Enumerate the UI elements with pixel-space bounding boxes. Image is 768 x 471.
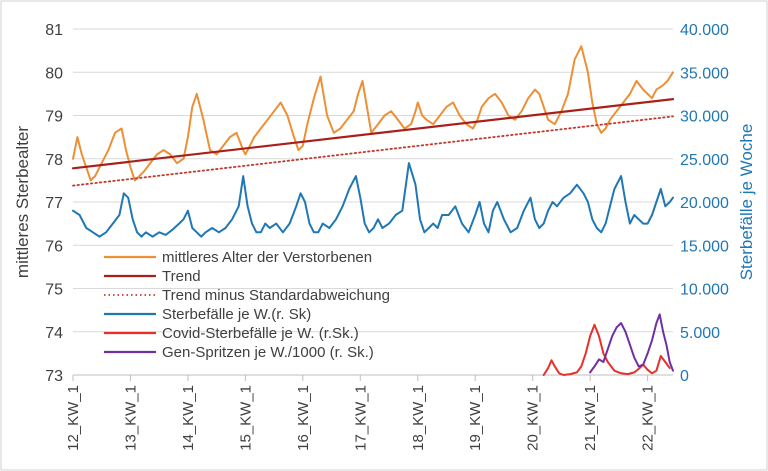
legend-label: Trend minus Standardabweichung — [162, 287, 390, 304]
x-tick-label: 18_KW_1 — [410, 385, 427, 451]
x-tick-label: 16_KW_1 — [295, 385, 312, 451]
gridlines — [73, 28, 673, 376]
series-line-1 — [71, 97, 675, 170]
x-tick-label: 15_KW_1 — [237, 385, 254, 451]
y-right-tick-label: 10.000 — [680, 282, 729, 299]
x-tick-label: 17_KW_1 — [352, 385, 369, 451]
legend: mittleres Alter der Verstorbenen Trend Tre… — [104, 249, 390, 361]
legend-label: Covid-Sterbefälle je W. (r.Sk.) — [162, 325, 359, 342]
y-left-tick-label: 75 — [45, 282, 63, 299]
y-left-tick-label: 80 — [45, 65, 63, 82]
x-axis-ticks: 12_KW_1 13_KW_1 14_KW_1 15_KW_1 16_KW_1 17_KW… — [65, 374, 673, 451]
left-axis-ticks: 73 74 75 76 77 78 79 80 81 — [45, 22, 63, 385]
series-lines — [71, 45, 675, 376]
series-line-3 — [72, 162, 674, 238]
right-axis-ticks: 0 5.000 10.000 15.000 20.000 25.000 30.000 35.0… — [680, 22, 729, 385]
x-tick-label: 19_KW_1 — [467, 385, 484, 451]
series-line-4 — [542, 323, 671, 376]
y-left-tick-label: 74 — [45, 325, 63, 342]
series-line-5 — [589, 313, 674, 374]
x-tick-label: 14_KW_1 — [180, 385, 197, 451]
y-left-tick-label: 73 — [45, 368, 63, 385]
legend-label: mittleres Alter der Verstorbenen — [162, 249, 372, 266]
x-tick-label: 22_KW_1 — [640, 385, 657, 451]
series-line-2 — [72, 115, 674, 187]
y-right-tick-label: 5.000 — [680, 325, 720, 342]
y-left-tick-label: 77 — [45, 195, 63, 212]
x-tick-label: 13_KW_1 — [122, 385, 139, 451]
y-left-tick-label: 78 — [45, 152, 63, 169]
x-tick-label: 20_KW_1 — [525, 385, 542, 451]
series-line-0 — [72, 45, 674, 182]
y-axis-title-right: Sterbefälle je Woche — [737, 124, 756, 281]
y-left-tick-label: 79 — [45, 109, 63, 126]
x-tick-label: 12_KW_1 — [65, 385, 82, 451]
y-left-tick-label: 76 — [45, 238, 63, 255]
y-right-tick-label: 15.000 — [680, 238, 729, 255]
legend-label: Sterbefälle je W.(r. Sk) — [162, 306, 311, 323]
y-right-tick-label: 30.000 — [680, 109, 729, 126]
x-tick-label: 21_KW_1 — [582, 385, 599, 451]
legend-label: Trend — [162, 268, 201, 285]
y-right-tick-label: 0 — [680, 368, 689, 385]
y-right-tick-label: 40.000 — [680, 22, 729, 39]
y-right-tick-label: 35.000 — [680, 65, 729, 82]
y-right-tick-label: 25.000 — [680, 152, 729, 169]
y-right-tick-label: 20.000 — [680, 195, 729, 212]
y-left-tick-label: 81 — [45, 22, 63, 39]
legend-label: Gen-Spritzen je W./1000 (r. Sk.) — [162, 344, 374, 361]
y-axis-title-left: mittleres Sterbealter — [13, 126, 32, 278]
